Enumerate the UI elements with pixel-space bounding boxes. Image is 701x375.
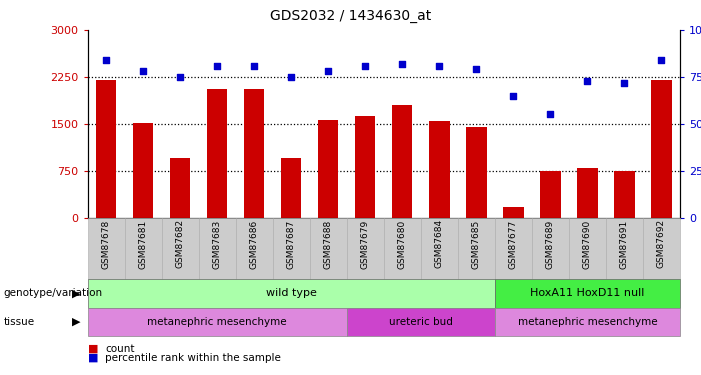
Point <box>508 93 519 99</box>
Text: GSM87684: GSM87684 <box>435 219 444 268</box>
Point <box>212 63 223 69</box>
Point <box>471 66 482 72</box>
Text: ▶: ▶ <box>72 316 81 327</box>
Bar <box>577 168 597 217</box>
Text: GSM87683: GSM87683 <box>212 219 222 268</box>
Text: GSM87690: GSM87690 <box>583 219 592 268</box>
Text: GSM87688: GSM87688 <box>324 219 333 268</box>
Text: GSM87687: GSM87687 <box>287 219 296 268</box>
Text: metanephric mesenchyme: metanephric mesenchyme <box>147 316 287 327</box>
Point <box>322 68 334 74</box>
Point <box>175 74 186 80</box>
Bar <box>392 105 412 218</box>
Text: ureteric bud: ureteric bud <box>389 316 453 327</box>
Point <box>545 111 556 117</box>
Bar <box>281 158 301 218</box>
Bar <box>170 158 191 218</box>
Point <box>285 74 297 80</box>
Text: ▶: ▶ <box>72 288 81 298</box>
Text: percentile rank within the sample: percentile rank within the sample <box>105 353 281 363</box>
Bar <box>503 207 524 218</box>
Point <box>397 61 408 67</box>
Text: genotype/variation: genotype/variation <box>4 288 102 298</box>
Text: ■: ■ <box>88 353 98 363</box>
Text: tissue: tissue <box>4 316 34 327</box>
Point <box>434 63 445 69</box>
Text: GSM87685: GSM87685 <box>472 219 481 268</box>
Bar <box>207 89 227 218</box>
Text: ■: ■ <box>88 344 98 354</box>
Bar <box>614 171 634 217</box>
Text: GSM87689: GSM87689 <box>546 219 555 268</box>
Text: HoxA11 HoxD11 null: HoxA11 HoxD11 null <box>530 288 645 298</box>
Point <box>619 80 630 86</box>
Text: count: count <box>105 344 135 354</box>
Text: wild type: wild type <box>266 288 317 298</box>
Text: GSM87686: GSM87686 <box>250 219 259 268</box>
Text: GSM87691: GSM87691 <box>620 219 629 268</box>
Bar <box>318 120 339 218</box>
Bar <box>429 121 449 218</box>
Bar <box>651 80 672 218</box>
Bar <box>540 171 561 217</box>
Point <box>249 63 260 69</box>
Point <box>100 57 111 63</box>
Text: GSM87692: GSM87692 <box>657 219 666 268</box>
Point <box>582 78 593 84</box>
Text: GSM87682: GSM87682 <box>176 219 184 268</box>
Point <box>360 63 371 69</box>
Bar <box>96 80 116 218</box>
Text: GDS2032 / 1434630_at: GDS2032 / 1434630_at <box>270 9 431 23</box>
Bar <box>133 123 154 218</box>
Text: metanephric mesenchyme: metanephric mesenchyme <box>517 316 658 327</box>
Bar <box>466 127 486 218</box>
Text: GSM87679: GSM87679 <box>361 219 370 268</box>
Text: GSM87680: GSM87680 <box>397 219 407 268</box>
Text: GSM87677: GSM87677 <box>509 219 518 268</box>
Bar <box>355 116 376 218</box>
Point <box>137 68 149 74</box>
Text: GSM87678: GSM87678 <box>102 219 111 268</box>
Point <box>656 57 667 63</box>
Bar <box>244 89 264 218</box>
Text: GSM87681: GSM87681 <box>139 219 148 268</box>
